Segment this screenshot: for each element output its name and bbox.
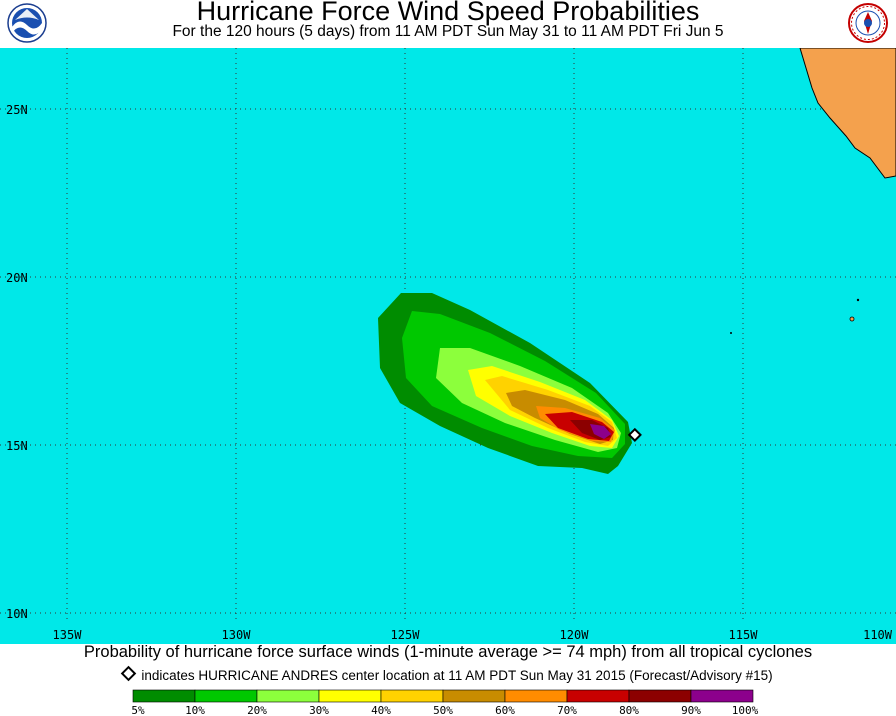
legend-label: 5%	[131, 704, 145, 716]
legend-label: 20%	[247, 704, 267, 716]
island	[730, 332, 732, 334]
legend-label: 40%	[371, 704, 391, 716]
legend-label: 80%	[619, 704, 639, 716]
legend-label: 50%	[433, 704, 453, 716]
center-location-caption: indicates HURRICANE ANDRES center locati…	[0, 665, 896, 683]
lat-label: 15N	[6, 439, 28, 453]
lat-label: 25N	[6, 103, 28, 117]
lat-label: 10N	[6, 607, 28, 621]
legend-swatch	[318, 689, 382, 703]
center-location-text: indicates HURRICANE ANDRES center locati…	[141, 668, 773, 683]
storm-center-diamond	[627, 427, 642, 442]
probability-map: 25N 20N 15N 10N 135W 130W 125W 120W 115W 110W	[0, 48, 896, 644]
probability-contours	[378, 293, 632, 474]
nws-logo-icon	[848, 3, 888, 43]
lon-label: 115W	[729, 628, 759, 642]
noaa-logo-icon	[7, 3, 47, 43]
island	[849, 316, 855, 322]
legend-label: 60%	[495, 704, 515, 716]
page-title: Hurricane Force Wind Speed Probabilities	[196, 0, 700, 26]
land-masses	[730, 48, 896, 334]
lon-label: 120W	[560, 628, 590, 642]
legend-label: 30%	[309, 704, 329, 716]
legend-label: 10%	[185, 704, 205, 716]
legend-swatch	[690, 689, 754, 703]
page-subtitle: For the 120 hours (5 days) from 11 AM PD…	[172, 23, 724, 40]
longitude-labels: 135W 130W 125W 120W 115W 110W	[53, 628, 893, 642]
lat-lon-grid	[0, 48, 896, 623]
probability-legend: 5% 10% 20% 30% 40% 50% 60% 70% 80% 90% 100%	[131, 689, 759, 716]
diamond-key-icon	[121, 665, 137, 682]
storm-center-diamond-icon	[627, 427, 642, 442]
lon-label: 130W	[222, 628, 252, 642]
lat-label: 20N	[6, 271, 28, 285]
legend-swatch	[194, 689, 258, 703]
legend-label: 70%	[557, 704, 577, 716]
legend-swatch	[628, 689, 692, 703]
legend-label: 90%	[681, 704, 701, 716]
legend-swatch	[504, 689, 568, 703]
legend-label: 100%	[732, 704, 759, 716]
baja-california	[799, 48, 896, 179]
lon-label: 135W	[53, 628, 83, 642]
legend-swatch	[380, 689, 444, 703]
lon-label: 125W	[391, 628, 421, 642]
island	[856, 298, 860, 302]
lon-label: 110W	[863, 628, 893, 642]
latitude-labels: 25N 20N 15N 10N	[6, 103, 28, 621]
legend-swatch	[566, 689, 630, 703]
legend-swatch	[132, 689, 196, 703]
probability-caption: Probability of hurricane force surface w…	[83, 643, 813, 661]
legend-swatch	[256, 689, 320, 703]
contour-90pct	[590, 424, 611, 439]
legend-swatch	[442, 689, 506, 703]
